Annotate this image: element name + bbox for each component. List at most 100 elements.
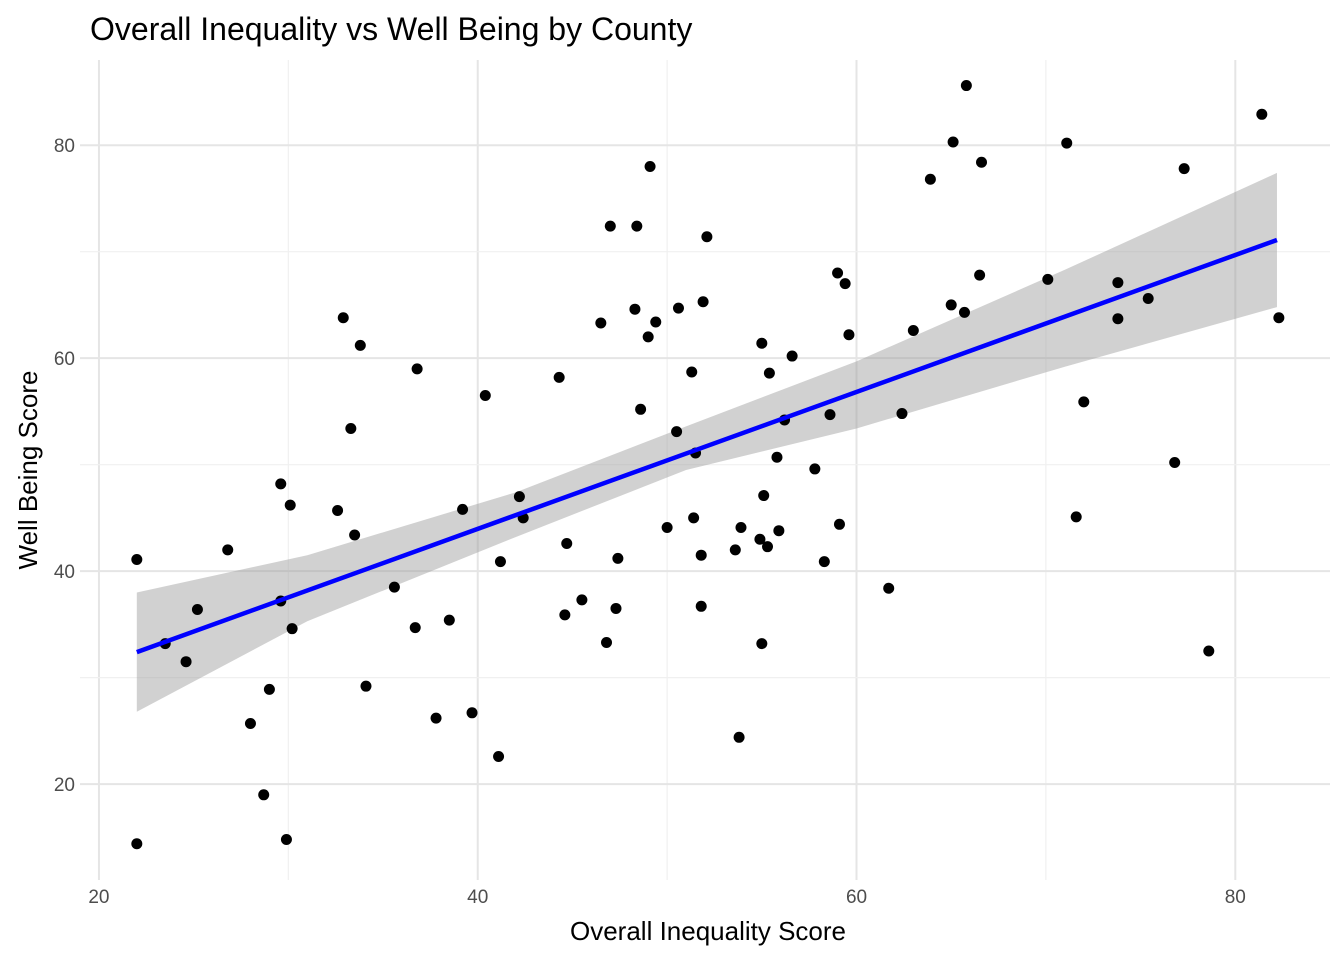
data-point: [924, 173, 936, 185]
regression-line: [136, 237, 1278, 655]
data-point: [697, 296, 709, 308]
data-point: [131, 838, 143, 850]
data-point: [773, 525, 785, 537]
data-point: [493, 750, 505, 762]
data-point: [576, 594, 588, 606]
data-points: [131, 80, 1285, 850]
data-point: [275, 478, 287, 490]
chart-title: Overall Inequality vs Well Being by Coun…: [90, 11, 692, 47]
data-point: [1112, 277, 1124, 289]
data-point: [756, 337, 768, 349]
confidence-band-area: [136, 172, 1277, 712]
data-point: [754, 533, 766, 545]
data-point: [635, 403, 647, 415]
data-point: [457, 503, 469, 515]
data-point: [349, 529, 361, 541]
data-point: [642, 331, 654, 343]
data-point: [191, 604, 203, 616]
data-point: [756, 638, 768, 650]
data-point: [974, 269, 986, 281]
x-tick-label: 80: [1225, 887, 1246, 908]
x-tick-label: 60: [846, 887, 867, 908]
data-point: [332, 504, 344, 516]
data-point: [443, 614, 455, 626]
data-point: [686, 366, 698, 378]
data-point: [131, 553, 143, 565]
data-point: [661, 522, 673, 534]
data-point: [494, 556, 506, 568]
y-tick-label: 20: [54, 775, 75, 796]
data-point: [1203, 645, 1215, 657]
data-point: [1273, 312, 1285, 324]
data-point: [786, 350, 798, 362]
data-point: [1078, 396, 1090, 408]
data-point: [388, 581, 400, 593]
data-point: [284, 499, 296, 511]
data-point: [833, 518, 845, 530]
data-point: [688, 512, 700, 524]
data-point: [650, 316, 662, 328]
data-point: [629, 303, 641, 315]
data-point: [896, 408, 908, 420]
y-tick-label: 40: [54, 562, 75, 583]
data-point: [907, 324, 919, 336]
data-point: [958, 306, 970, 318]
data-point: [337, 312, 349, 324]
data-point: [843, 329, 855, 341]
data-point: [644, 160, 656, 172]
data-point: [818, 556, 830, 568]
data-point: [345, 422, 357, 434]
data-point: [244, 717, 256, 729]
data-point: [180, 656, 192, 668]
x-tick-label: 40: [467, 887, 488, 908]
data-point: [601, 637, 613, 649]
data-point: [513, 491, 525, 503]
data-point: [409, 622, 421, 634]
data-point: [258, 789, 270, 801]
data-point: [222, 544, 234, 556]
data-point: [832, 267, 844, 279]
data-point: [1061, 137, 1073, 149]
confidence-band: [136, 172, 1277, 712]
data-point: [839, 278, 851, 290]
data-point: [701, 231, 713, 243]
data-point: [771, 451, 783, 463]
y-axis-title: Well Being Score: [13, 371, 43, 570]
data-point: [610, 602, 622, 614]
data-point: [280, 834, 292, 846]
data-point: [695, 549, 707, 561]
data-point: [553, 371, 565, 383]
data-point: [360, 680, 372, 692]
data-point: [735, 522, 747, 534]
data-point: [479, 389, 491, 401]
data-point: [559, 609, 571, 621]
x-axis-title: Overall Inequality Score: [570, 916, 846, 946]
data-point: [824, 409, 836, 421]
y-axis-ticks: 20 40 60 80: [54, 136, 75, 796]
data-point: [612, 552, 624, 564]
x-axis-ticks: 20 40 60 80: [88, 887, 1246, 908]
data-point: [960, 80, 972, 92]
data-point: [733, 731, 745, 743]
data-point: [263, 683, 275, 695]
data-point: [945, 299, 957, 311]
data-point: [695, 600, 707, 612]
data-point: [1142, 293, 1154, 305]
data-point: [1112, 313, 1124, 325]
x-tick-label: 20: [88, 887, 109, 908]
gridlines: [80, 60, 1330, 880]
data-point: [758, 490, 770, 502]
data-point: [430, 712, 442, 724]
data-point: [1256, 108, 1268, 120]
data-point: [286, 623, 298, 635]
data-point: [883, 582, 895, 594]
data-point: [1042, 273, 1054, 285]
y-tick-label: 60: [54, 349, 75, 370]
data-point: [411, 363, 423, 375]
fit-line: [136, 237, 1278, 655]
data-point: [763, 367, 775, 379]
data-point: [976, 156, 988, 168]
data-point: [561, 537, 573, 549]
data-point: [671, 426, 683, 438]
